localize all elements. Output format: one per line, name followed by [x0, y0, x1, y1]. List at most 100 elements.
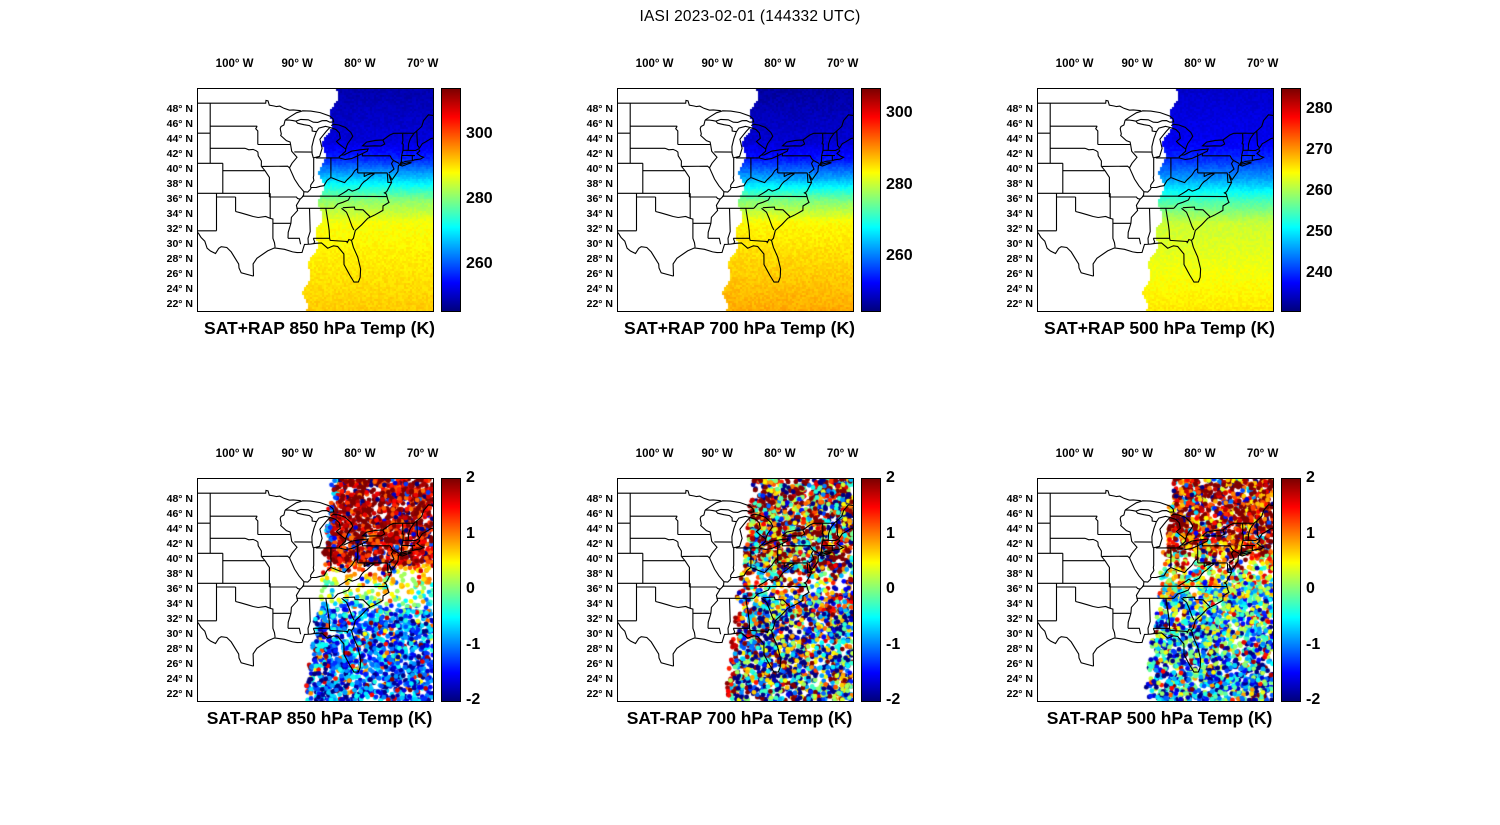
colorbar-tick-label: 300 — [466, 124, 493, 142]
map-panel-sat_plus_rap_700: 100° W 90° W 80° W 70° W 48° N 46° N 44° N 42°… — [572, 58, 972, 358]
lat-tick-label: 48° N — [586, 493, 613, 506]
lon-tick-label: 100° W — [635, 448, 674, 460]
lat-tick-label: 30° N — [586, 628, 613, 641]
lat-tick-label: 36° N — [586, 193, 613, 206]
colorbar — [861, 88, 881, 312]
state-borders-path — [1038, 99, 1273, 283]
lat-tick-label: 46° N — [166, 118, 193, 131]
lat-tick-label: 40° N — [586, 553, 613, 566]
lat-tick-label: 42° N — [1006, 148, 1033, 161]
lat-tick-label: 40° N — [166, 163, 193, 176]
lat-tick-label: 30° N — [1006, 628, 1033, 641]
lat-tick-label: 44° N — [586, 523, 613, 536]
lon-tick-label: 80° W — [1184, 58, 1216, 70]
lon-tick-label: 100° W — [635, 58, 674, 70]
lon-tick-label: 90° W — [701, 58, 733, 70]
figure-title: IASI 2023-02-01 (144332 UTC) — [639, 8, 861, 25]
state-boundary-map — [1038, 489, 1273, 673]
lat-tick-label: 22° N — [166, 298, 193, 311]
lat-tick-label: 24° N — [166, 283, 193, 296]
state-borders-path — [618, 99, 853, 283]
lon-tick-label: 80° W — [344, 448, 376, 460]
colorbar-tick-labels: 2 1 0 -1 -2 — [886, 470, 960, 708]
lat-tick-label: 26° N — [586, 268, 613, 281]
map-plot-area — [1037, 88, 1274, 312]
latitude-axis: 48° N 46° N 44° N 42° N 40° N 38° N 36° N 34° N… — [152, 88, 195, 310]
colorbar-tick-label: 1 — [886, 524, 895, 542]
lon-tick-label: 90° W — [1121, 58, 1153, 70]
colorbar-tick-label: 0 — [886, 580, 895, 597]
lat-tick-label: 32° N — [586, 223, 613, 236]
colorbar-tick-label: 300 — [886, 104, 913, 122]
colorbar-tick-label: 1 — [1306, 524, 1315, 542]
lat-tick-label: 26° N — [586, 658, 613, 671]
colorbar-tick-label: -1 — [466, 635, 481, 653]
longitude-axis: 100° W 90° W 80° W 70° W — [197, 58, 439, 76]
colorbar-tick-label: 260 — [1306, 181, 1333, 199]
lat-tick-label: 40° N — [1006, 163, 1033, 176]
lat-tick-label: 40° N — [166, 553, 193, 566]
lon-tick-label: 70° W — [1246, 58, 1279, 70]
colorbar-tick-label: 2 — [1306, 469, 1315, 486]
lat-tick-label: 34° N — [1006, 208, 1033, 221]
lon-tick-label: 100° W — [1055, 448, 1094, 460]
lat-tick-label: 32° N — [586, 613, 613, 626]
lon-tick-label: 70° W — [826, 448, 859, 460]
colorbar-tick-labels: 2 1 0 -1 -2 — [466, 470, 540, 708]
lon-tick-label: 100° W — [1055, 58, 1094, 70]
colorbar-tick-label: 1 — [466, 524, 475, 542]
lat-tick-label: 22° N — [166, 688, 193, 701]
lat-tick-label: 24° N — [1006, 673, 1033, 686]
map-plot-area — [617, 478, 854, 702]
lat-tick-label: 24° N — [586, 673, 613, 686]
lat-tick-label: 48° N — [586, 103, 613, 116]
lat-tick-label: 44° N — [166, 133, 193, 146]
lat-tick-label: 36° N — [1006, 193, 1033, 206]
longitude-axis: 100° W 90° W 80° W 70° W — [617, 58, 859, 76]
lat-tick-label: 38° N — [1006, 568, 1033, 581]
lat-tick-label: 38° N — [166, 568, 193, 581]
lat-tick-label: 48° N — [166, 103, 193, 116]
lat-tick-label: 46° N — [586, 508, 613, 521]
lat-tick-label: 26° N — [1006, 658, 1033, 671]
colorbar — [441, 478, 461, 702]
colorbar-tick-label: 280 — [466, 190, 493, 207]
lon-tick-label: 70° W — [826, 58, 859, 70]
colorbar-tick-label: -2 — [886, 691, 901, 708]
colorbar-tick-label: -2 — [466, 691, 481, 708]
lat-tick-label: 42° N — [586, 538, 613, 551]
panel-title: SAT-RAP 500 hPa Temp (K) — [1046, 708, 1273, 728]
colorbar-tick-label: 2 — [886, 469, 895, 486]
colorbar-tick-labels: 300 280 260 — [466, 88, 540, 312]
longitude-axis: 100° W 90° W 80° W 70° W — [197, 448, 439, 466]
lat-tick-label: 32° N — [166, 613, 193, 626]
colorbar-tick-label: 0 — [1306, 580, 1315, 597]
lat-tick-label: 34° N — [166, 208, 193, 221]
colorbar-tick-label: -1 — [886, 635, 901, 653]
lat-tick-label: 38° N — [1006, 178, 1033, 191]
lat-tick-label: 30° N — [166, 238, 193, 251]
state-boundary-map — [1038, 99, 1273, 283]
lat-tick-label: 46° N — [166, 508, 193, 521]
panel-title: SAT-RAP 700 hPa Temp (K) — [626, 708, 853, 728]
state-borders-path — [198, 489, 433, 673]
longitude-axis: 100° W 90° W 80° W 70° W — [1037, 58, 1279, 76]
lat-tick-label: 28° N — [1006, 643, 1033, 656]
colorbar — [1281, 88, 1301, 312]
lat-tick-label: 34° N — [586, 598, 613, 611]
colorbar-tick-label: 270 — [1306, 140, 1333, 158]
lon-tick-label: 90° W — [281, 58, 313, 70]
lat-tick-label: 30° N — [586, 238, 613, 251]
latitude-axis: 48° N 46° N 44° N 42° N 40° N 38° N 36° N 34° N… — [992, 88, 1035, 310]
lat-tick-label: 38° N — [586, 568, 613, 581]
lat-tick-label: 22° N — [586, 298, 613, 311]
lat-tick-label: 36° N — [1006, 583, 1033, 596]
state-boundary-map — [618, 99, 853, 283]
lat-tick-label: 34° N — [166, 598, 193, 611]
lat-tick-label: 46° N — [586, 118, 613, 131]
lat-tick-label: 30° N — [166, 628, 193, 641]
lat-tick-label: 24° N — [1006, 283, 1033, 296]
lat-tick-label: 28° N — [586, 643, 613, 656]
lat-tick-label: 42° N — [1006, 538, 1033, 551]
lon-tick-label: 90° W — [1121, 448, 1153, 460]
